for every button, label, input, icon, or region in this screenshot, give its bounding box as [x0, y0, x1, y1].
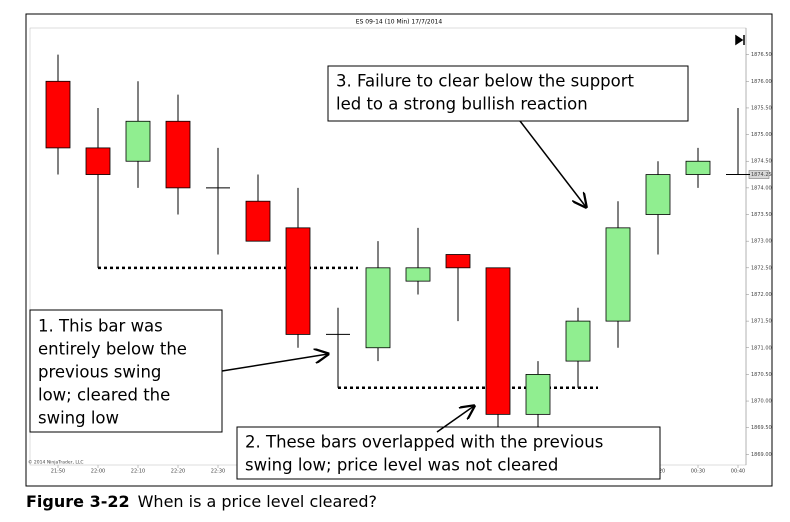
last-price-label: 1874.25	[751, 172, 772, 178]
callout-text: led to a strong bullish reaction	[336, 95, 588, 114]
y-tick-label: 1871.00	[751, 345, 772, 351]
y-tick-label: 1874.50	[751, 159, 772, 165]
candle-body	[645, 174, 671, 215]
candle-body	[605, 227, 631, 322]
callout-arrow	[519, 120, 586, 207]
x-tick-label: 21:50	[51, 469, 65, 475]
y-tick-label: 1871.50	[751, 319, 772, 325]
candle-body	[45, 80, 71, 149]
candle-body	[85, 147, 111, 175]
candle-body	[445, 254, 471, 269]
callout-text: previous swing	[38, 363, 161, 382]
candle-body	[405, 267, 431, 282]
callout-text: low; cleared the	[38, 386, 170, 405]
callout-box	[29, 309, 223, 433]
y-tick-label: 1869.50	[751, 425, 772, 431]
y-tick-label: 1876.00	[751, 79, 772, 85]
x-tick-label: 22:30	[211, 469, 225, 475]
y-tick-label: 1873.00	[751, 239, 772, 245]
callout-box	[236, 426, 661, 480]
copyright: © 2014 NinjaTrader, LLC	[28, 459, 83, 466]
x-tick-label: 22:10	[131, 469, 145, 475]
candle-body	[285, 227, 311, 335]
x-tick-label: 00:30	[691, 469, 705, 475]
x-tick-label: 22:20	[171, 469, 185, 475]
y-tick-label: 1874.00	[751, 185, 772, 191]
x-tick-label: 22:00	[91, 469, 105, 475]
y-tick-label: 1876.50	[751, 52, 772, 58]
candle-body	[165, 120, 191, 189]
chart-title: ES 09-14 (10 Min) 17/7/2014	[356, 19, 443, 26]
callout-text: 3. Failure to clear below the support	[336, 72, 635, 91]
callout-text: entirely below the	[38, 340, 187, 359]
x-tick-label: 00:40	[731, 469, 745, 475]
candle-body	[685, 160, 711, 175]
figure-caption: Figure 3-22 When is a price level cleared…	[26, 492, 377, 511]
candle-body	[245, 200, 271, 242]
callout-arrow	[221, 354, 328, 372]
callout-text: 2. These bars overlapped with the previo…	[245, 433, 603, 452]
y-tick-label: 1875.50	[751, 105, 772, 111]
y-tick-label: 1869.00	[751, 452, 772, 458]
scroll-end-icon[interactable]	[735, 34, 745, 46]
callout-text: swing low; price level was not cleared	[245, 456, 558, 475]
caption-text: When is a price level cleared?	[137, 492, 378, 511]
y-tick-label: 1875.00	[751, 132, 772, 138]
y-tick-label: 1873.50	[751, 212, 772, 218]
candle-body	[525, 374, 551, 415]
y-tick-label: 1872.50	[751, 265, 772, 271]
candle-body	[565, 320, 591, 362]
candle-body	[485, 267, 511, 415]
callout-arrow	[436, 406, 474, 433]
callout-text: 1. This bar was	[38, 317, 163, 336]
caption-label: Figure 3-22	[26, 492, 130, 511]
candle-body	[125, 120, 151, 162]
y-tick-label: 1870.50	[751, 372, 772, 378]
callout-text: swing low	[38, 409, 119, 428]
chart: ES 09-14 (10 Min) 17/7/2014 © 2014 Ninja…	[25, 13, 773, 487]
candle-body	[365, 267, 391, 349]
callout-box	[327, 65, 689, 122]
y-tick-label: 1870.00	[751, 399, 772, 405]
y-tick-label: 1872.00	[751, 292, 772, 298]
